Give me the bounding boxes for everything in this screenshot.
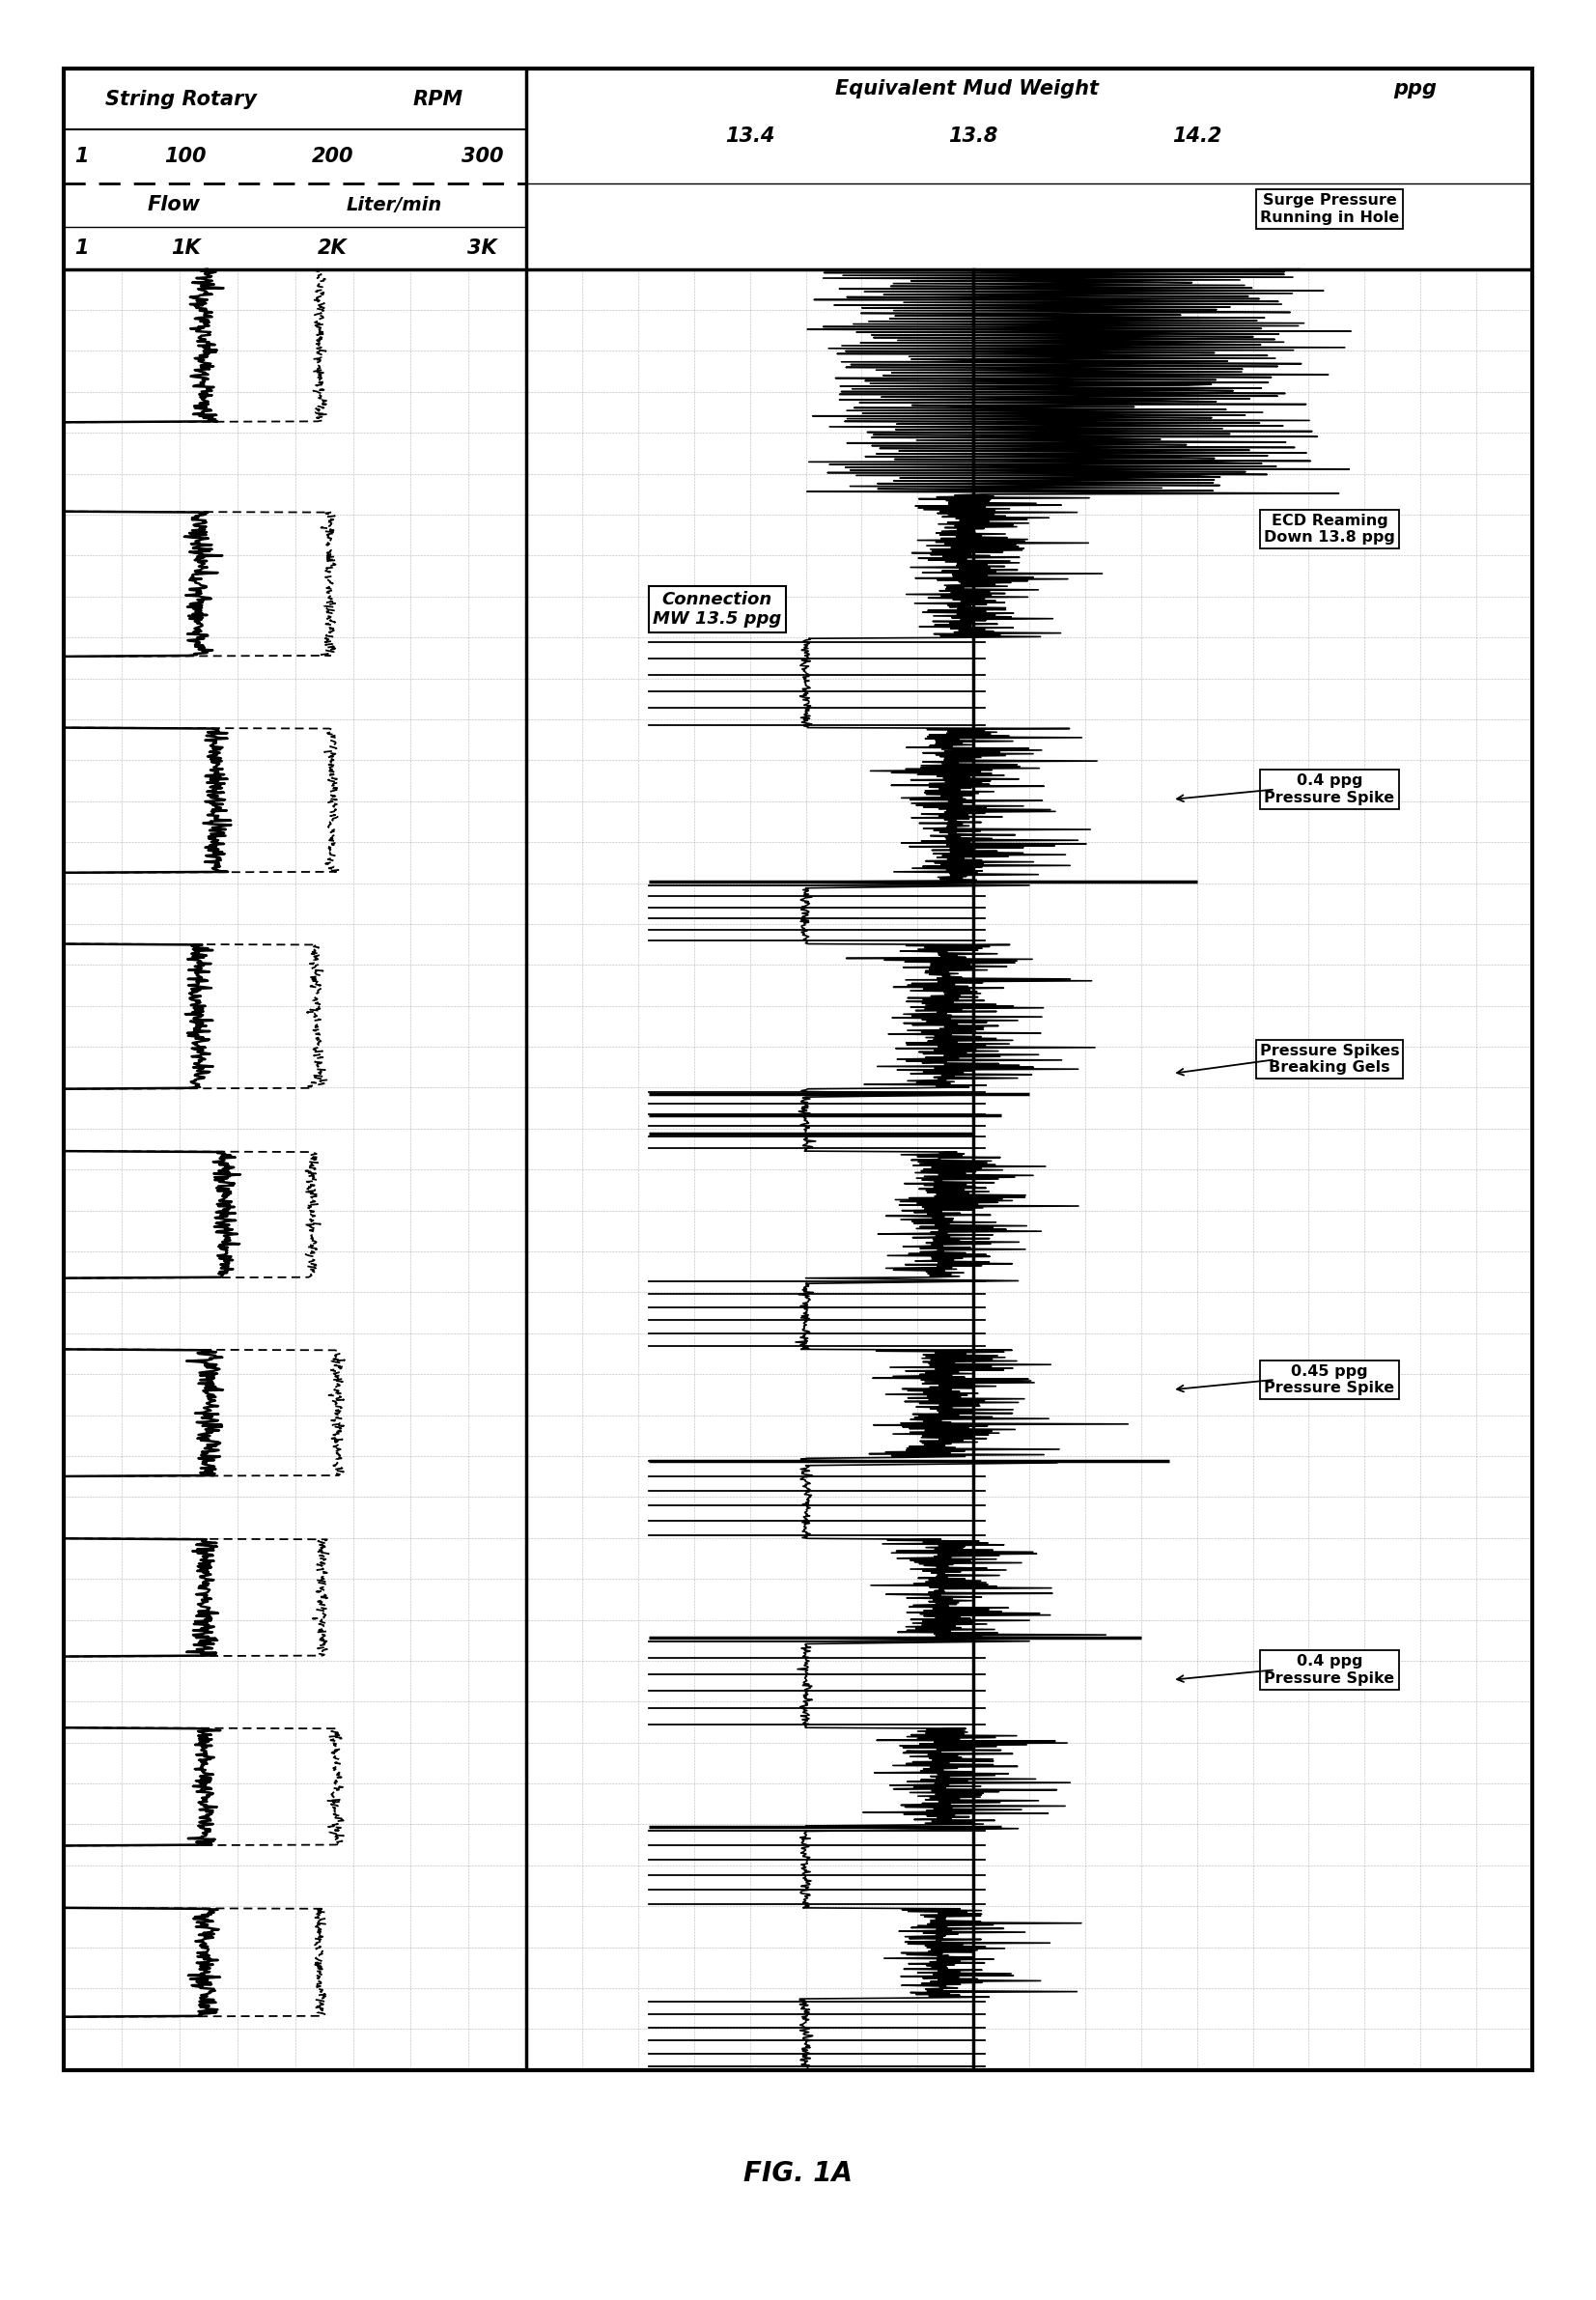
Text: 0.4 ppg
Pressure Spike: 0.4 ppg Pressure Spike — [1264, 1654, 1395, 1686]
Text: 1K: 1K — [171, 239, 201, 258]
Text: 300: 300 — [461, 147, 503, 166]
Text: 0.45 ppg
Pressure Spike: 0.45 ppg Pressure Spike — [1264, 1364, 1395, 1396]
Text: 13.8: 13.8 — [948, 126, 998, 145]
Text: 0.4 ppg
Pressure Spike: 0.4 ppg Pressure Spike — [1264, 773, 1395, 805]
Text: 14.2: 14.2 — [1171, 126, 1221, 145]
Text: 3K: 3K — [468, 239, 496, 258]
Text: ppg: ppg — [1393, 80, 1436, 99]
Text: 1: 1 — [75, 239, 88, 258]
Text: String Rotary: String Rotary — [105, 90, 257, 108]
Text: Equivalent Mud Weight: Equivalent Mud Weight — [835, 80, 1098, 99]
Text: Surge Pressure
Running in Hole: Surge Pressure Running in Hole — [1259, 193, 1400, 225]
Text: Pressure Spikes
Breaking Gels: Pressure Spikes Breaking Gels — [1259, 1044, 1400, 1074]
Text: 2K: 2K — [318, 239, 348, 258]
Text: 1: 1 — [75, 147, 88, 166]
Text: RPM: RPM — [413, 90, 463, 108]
Text: Flow: Flow — [147, 196, 201, 214]
Text: ECD Reaming
Down 13.8 ppg: ECD Reaming Down 13.8 ppg — [1264, 513, 1395, 545]
Text: FIG. 1A: FIG. 1A — [744, 2160, 852, 2187]
Text: Connection
MW 13.5 ppg: Connection MW 13.5 ppg — [653, 591, 782, 628]
Text: 13.4: 13.4 — [725, 126, 774, 145]
Text: Liter/min: Liter/min — [346, 196, 442, 214]
Text: 200: 200 — [311, 147, 354, 166]
Text: 100: 100 — [164, 147, 207, 166]
